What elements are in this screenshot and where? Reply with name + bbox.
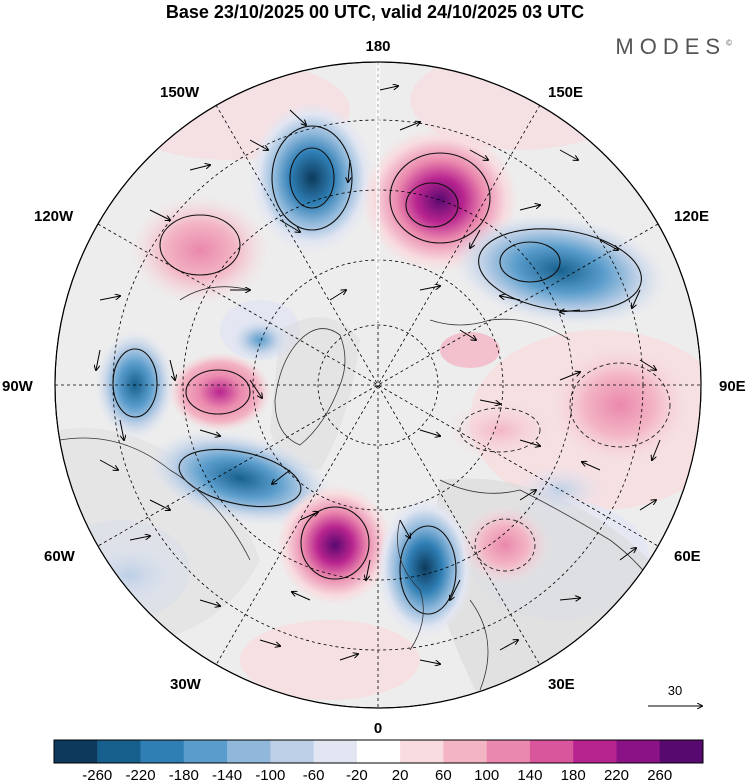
colorbar-tick-label: 20 xyxy=(392,767,409,783)
map-border xyxy=(54,61,702,709)
lon-label-150w: 150W xyxy=(160,84,200,101)
lon-label-60w: 60W xyxy=(44,548,76,565)
low-anomaly-europe xyxy=(377,498,473,638)
lon-label-120w: 120W xyxy=(34,208,74,225)
high-anomaly-90w xyxy=(168,352,272,432)
colorbar-tick-label: -100 xyxy=(255,767,285,783)
low-anomaly-arctic xyxy=(230,318,290,362)
lon-label-30e: 30E xyxy=(548,676,575,693)
lon-label-150e: 150E xyxy=(548,84,583,101)
colorbar-tick-label: -180 xyxy=(169,767,199,783)
colorbar-tick-label: 220 xyxy=(604,767,629,783)
colorbar-tick-label: -60 xyxy=(303,767,325,783)
colorbar-swatch xyxy=(443,740,487,763)
colorbar-tick-label: 140 xyxy=(517,767,542,783)
lon-label-90w: 90W xyxy=(2,378,34,395)
colorbar-swatch xyxy=(529,740,574,763)
contours xyxy=(112,125,642,615)
low-anomaly-60w xyxy=(146,429,334,527)
high-anomaly-120w xyxy=(130,195,270,305)
brand-text: MODES xyxy=(615,34,727,59)
map-title: Base 23/10/2025 00 UTC, valid 24/10/2025… xyxy=(165,2,585,22)
colorbar-tick-label: 180 xyxy=(561,767,586,783)
lon-label-0: 0 xyxy=(374,720,382,737)
colorbar-swatch xyxy=(616,740,661,763)
land-greenland xyxy=(270,317,360,470)
colorbar-tick-label: 60 xyxy=(435,767,452,783)
colorbar-tick-label: -20 xyxy=(346,767,368,783)
colorbar-tick-label: -220 xyxy=(126,767,156,783)
lon-label-180: 180 xyxy=(365,38,390,55)
wind-reference: 30 xyxy=(648,683,702,706)
lon-label-90e: 90E xyxy=(719,378,746,395)
shade-patch xyxy=(240,620,420,700)
colorbar-tick-label: 100 xyxy=(474,767,499,783)
shade-patch xyxy=(440,332,500,368)
colorbar-swatch xyxy=(659,740,704,763)
colorbar: -260 -220 -180 -140 -100 -60 -20 20 60 100 140 180 2… xyxy=(53,739,704,783)
colorbar-swatch xyxy=(54,740,98,763)
colorbar-swatch xyxy=(400,740,444,763)
dateline-seam xyxy=(376,62,380,322)
low-anomaly-asia xyxy=(515,465,605,515)
high-anomaly-60e xyxy=(460,505,550,585)
colorbar-swatch xyxy=(313,740,358,763)
colorbar-tick-label: -140 xyxy=(212,767,242,783)
lon-label-30w: 30W xyxy=(170,676,202,693)
colorbar-swatch xyxy=(486,740,531,763)
colorbar-tick-label: -260 xyxy=(82,767,112,783)
colorbar-swatch xyxy=(140,740,185,763)
copyright-mark: © xyxy=(726,38,732,48)
modes-logo: MODES© xyxy=(615,34,732,60)
colorbar-swatch xyxy=(573,740,617,763)
lon-label-60e: 60E xyxy=(674,548,701,565)
lon-label-120e: 120E xyxy=(674,208,709,225)
dashed-contours xyxy=(459,362,671,572)
colorbar-swatch xyxy=(183,740,228,763)
colorbar-swatch xyxy=(97,740,141,763)
high-anomaly-siberia xyxy=(445,400,555,460)
high-anomaly-atlantic xyxy=(277,485,393,605)
low-anomaly-pacific-ne xyxy=(75,540,185,610)
colorbar-swatch xyxy=(356,740,401,763)
colorbar-tick-label: 260 xyxy=(647,767,672,783)
colorbar-swatch xyxy=(227,740,271,763)
wind-reference-label: 30 xyxy=(668,683,682,698)
colorbar-frame xyxy=(53,739,704,764)
colorbar-swatch xyxy=(270,740,314,763)
